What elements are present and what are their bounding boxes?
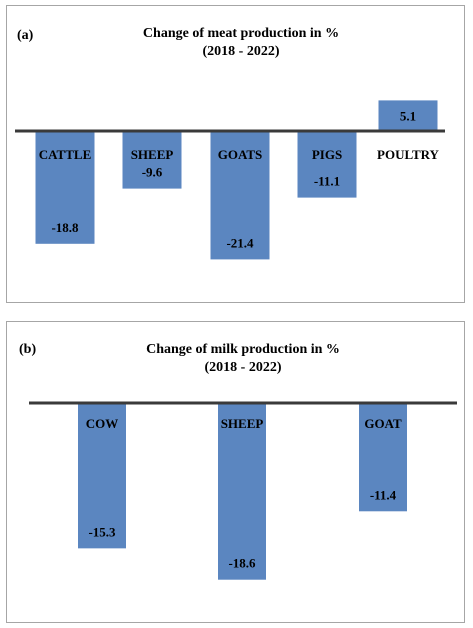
data-label-poultry: 5.1 xyxy=(400,109,416,124)
milk-production-chart: (b) Change of milk production in % (2018… xyxy=(19,342,457,580)
data-label-cattle: -18.8 xyxy=(51,220,79,235)
data-label-goats: -21.4 xyxy=(226,235,254,250)
bar-cow xyxy=(78,403,126,549)
category-label-poultry: POULTRY xyxy=(377,147,440,162)
bar-poultry xyxy=(378,100,438,131)
data-label-sheep: -9.6 xyxy=(142,165,163,180)
category-label-pigs: PIGS xyxy=(312,147,342,162)
chart-title-b: Change of milk production in % xyxy=(146,342,340,357)
bar-cattle xyxy=(35,131,95,244)
category-label-cattle: CATTLE xyxy=(39,147,92,162)
panel-label-b: (b) xyxy=(19,342,36,357)
meat-production-chart: (a) Change of meat production in % (2018… xyxy=(15,26,445,260)
data-label-goat: -11.4 xyxy=(370,487,397,502)
data-label-pigs: -11.1 xyxy=(314,174,340,189)
category-label-goat: GOAT xyxy=(364,416,402,431)
chart-subtitle-a: (2018 - 2022) xyxy=(203,44,280,59)
bar-sheep xyxy=(218,403,266,580)
chart-title-a: Change of meat production in % xyxy=(143,26,339,41)
category-label-sheep: SHEEP xyxy=(221,416,264,431)
category-label-cow: COW xyxy=(86,416,119,431)
milk-production-chart-panel: (b) Change of milk production in % (2018… xyxy=(6,321,465,623)
category-label-sheep: SHEEP xyxy=(131,147,174,162)
data-label-sheep: -18.6 xyxy=(228,556,256,571)
chart-subtitle-b: (2018 - 2022) xyxy=(205,360,282,375)
bar-goat xyxy=(359,403,407,512)
bar-sheep xyxy=(122,131,182,189)
bar-pigs xyxy=(297,131,357,198)
panel-label-a: (a) xyxy=(17,28,34,43)
category-label-goats: GOATS xyxy=(218,147,263,162)
bar-goats xyxy=(210,131,270,260)
meat-production-chart-panel: (a) Change of meat production in % (2018… xyxy=(6,5,465,303)
data-label-cow: -15.3 xyxy=(88,524,116,539)
